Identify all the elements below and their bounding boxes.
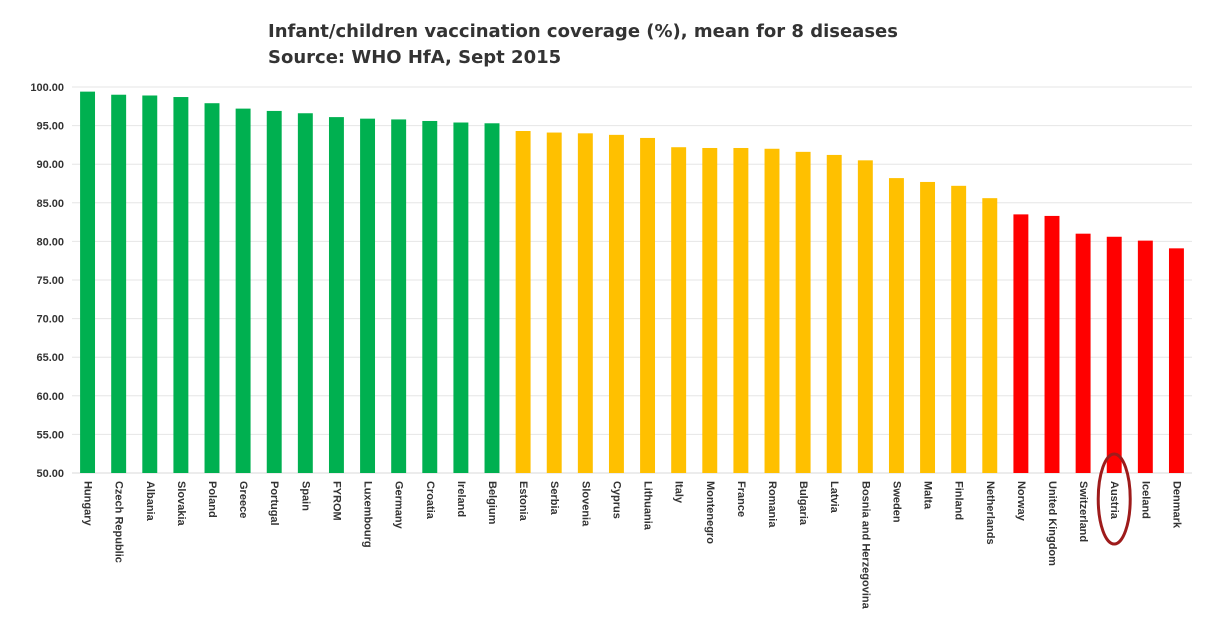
y-tick-label: 85.00 [36, 198, 64, 210]
x-tick-label: Germany [393, 481, 405, 530]
x-tick-label: Latvia [828, 481, 840, 514]
y-tick-label: 75.00 [36, 275, 64, 287]
bar-greece [235, 108, 251, 473]
y-tick-label: 50.00 [36, 468, 64, 480]
bar-bulgaria [795, 151, 811, 473]
x-tick-label: Austria [1108, 481, 1120, 520]
bar-france [733, 147, 749, 473]
bar-czech-republic [111, 94, 127, 473]
x-tick-label: Switzerland [1077, 481, 1089, 542]
y-tick-label: 80.00 [36, 236, 64, 248]
x-tick-label: United Kingdom [1046, 481, 1058, 566]
bar-belgium [484, 123, 500, 473]
x-tick-label: Romania [766, 481, 778, 528]
bar-ireland [453, 122, 469, 474]
y-tick-label: 90.00 [36, 159, 64, 171]
bar-hungary [80, 91, 96, 474]
y-tick-label: 65.00 [36, 352, 64, 364]
x-tick-label: Malta [922, 481, 934, 510]
x-tick-label: Serbia [548, 481, 560, 516]
bar-netherlands [982, 198, 998, 473]
x-tick-label: Poland [206, 481, 218, 518]
x-tick-label: Luxembourg [362, 481, 374, 548]
bar-romania [764, 148, 780, 473]
x-tick-label: Portugal [268, 481, 280, 526]
x-tick-label: France [735, 481, 747, 517]
y-tick-label: 95.00 [36, 121, 64, 133]
bar-poland [204, 103, 220, 473]
highlight-layer [1096, 452, 1132, 546]
x-tick-label: Spain [299, 481, 311, 511]
bar-denmark [1168, 248, 1184, 473]
y-tick-label: 55.00 [36, 429, 64, 441]
bar-italy [671, 147, 687, 473]
bar-montenegro [702, 147, 718, 473]
x-tick-label: Italy [673, 481, 685, 504]
x-tick-label: Greece [237, 481, 249, 518]
x-tick-label: Croatia [424, 481, 436, 520]
x-tick-label: Bulgaria [797, 481, 809, 526]
x-tick-label: Norway [1015, 481, 1027, 522]
bar-spain [297, 113, 313, 474]
bar-albania [142, 95, 158, 473]
bar-estonia [515, 131, 531, 473]
bar-united-kingdom [1044, 215, 1060, 473]
x-tick-label: FYROM [330, 481, 342, 521]
chart-subtitle: Source: WHO HfA, Sept 2015 [268, 47, 562, 68]
bar-bosnia-and-herzegovina [857, 160, 873, 473]
bar-iceland [1137, 240, 1153, 473]
x-tick-label: Iceland [1139, 481, 1151, 519]
bar-norway [1013, 214, 1029, 473]
bar-finland [951, 185, 967, 474]
bar-sweden [888, 178, 904, 473]
x-tick-label: Sweden [890, 481, 902, 523]
x-tick-label: Bosnia and Herzegovina [859, 481, 871, 610]
y-axis-ticks: 50.00 55.00 60.00 65.00 70.00 75.00 80.00 85.00… [30, 82, 64, 480]
x-tick-label: Lithuania [642, 481, 654, 531]
bar-croatia [422, 120, 438, 473]
bar-slovakia [173, 97, 189, 473]
bar-fyrom [328, 117, 344, 473]
bars [80, 91, 1184, 474]
y-tick-label: 100.00 [30, 82, 64, 94]
x-axis-labels: Hungary Czech Republic Albania Slovakia Pola… [82, 481, 1183, 610]
bar-serbia [546, 132, 562, 473]
bar-switzerland [1075, 233, 1091, 473]
bar-germany [391, 119, 407, 473]
bar-slovenia [577, 133, 593, 473]
x-tick-label: Ireland [455, 481, 467, 517]
y-tick-label: 60.00 [36, 391, 64, 403]
y-tick-label: 70.00 [36, 314, 64, 326]
x-tick-label: Finland [953, 481, 965, 520]
chart-title: Infant/children vaccination coverage (%)… [268, 21, 898, 42]
highlight-ellipse [1096, 452, 1132, 546]
bar-cyprus [608, 134, 624, 473]
grid-lines [72, 86, 1192, 474]
x-tick-label: Belgium [486, 481, 498, 525]
x-tick-label: Albania [144, 481, 156, 522]
x-tick-label: Netherlands [984, 481, 996, 545]
x-tick-label: Slovenia [579, 481, 591, 527]
bar-lithuania [640, 137, 656, 473]
bar-austria [1106, 236, 1122, 473]
bar-luxembourg [360, 118, 376, 473]
x-tick-label: Czech Republic [113, 481, 125, 563]
x-tick-label: Slovakia [175, 481, 187, 527]
bar-latvia [826, 154, 842, 473]
x-tick-label: Hungary [82, 481, 94, 527]
x-tick-label: Montenegro [704, 481, 716, 544]
x-tick-label: Estonia [517, 481, 529, 522]
x-tick-label: Denmark [1170, 481, 1182, 529]
bar-malta [920, 181, 936, 473]
x-tick-label: Cyprus [610, 481, 622, 519]
bar-portugal [266, 110, 282, 473]
